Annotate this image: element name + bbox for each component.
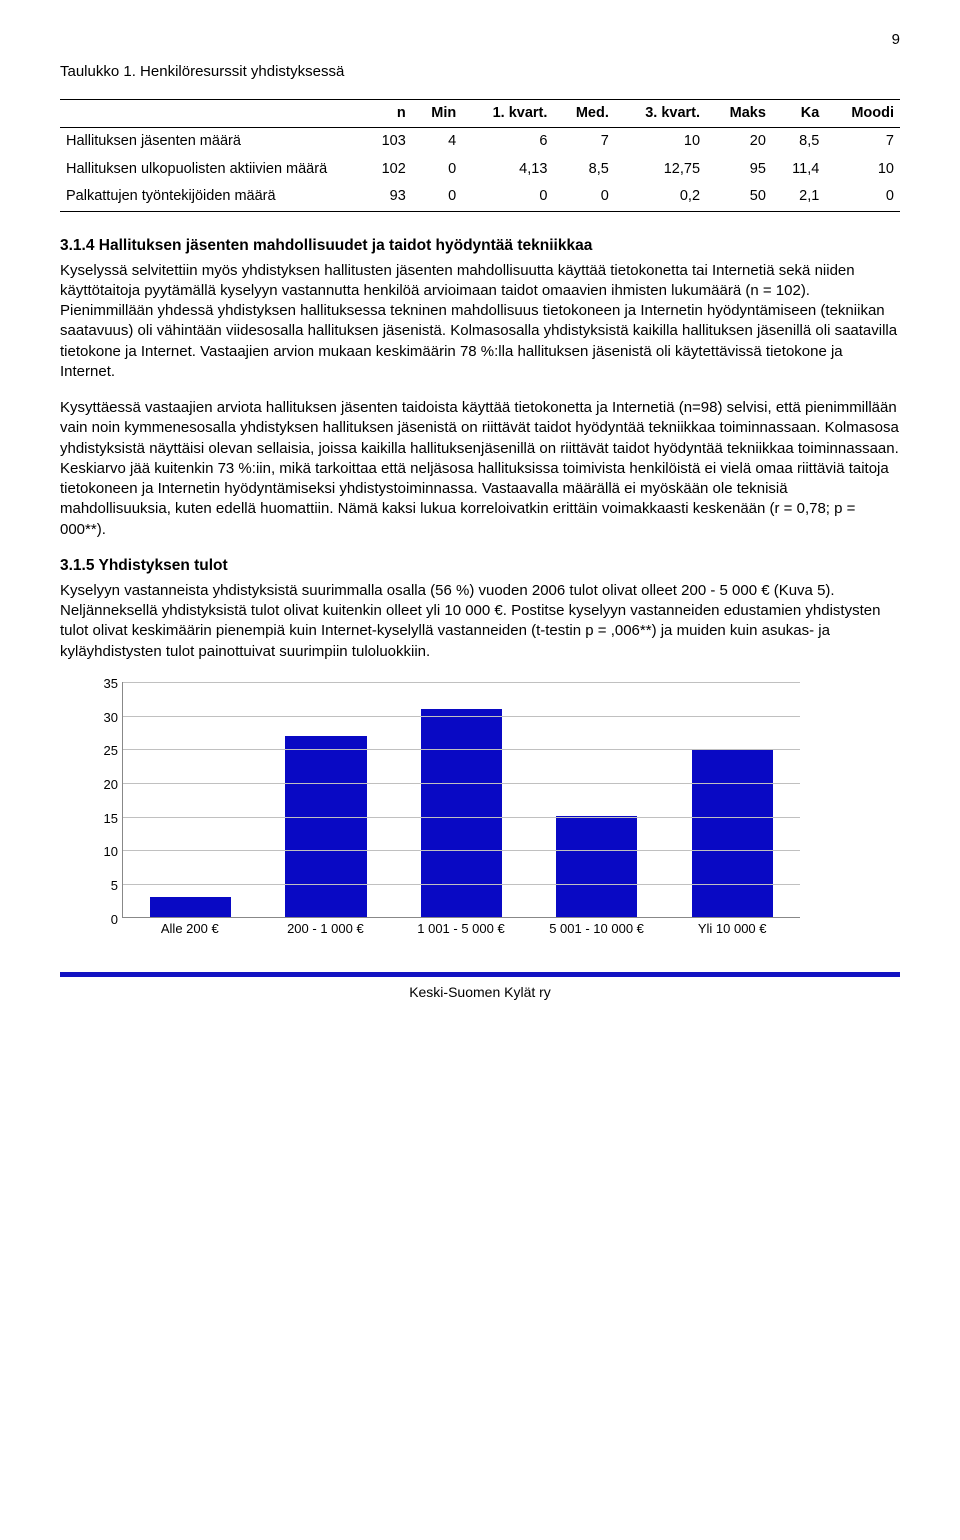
data-table: nMin1. kvart.Med.3. kvart.MaksKaMoodi Ha…: [60, 99, 900, 212]
table-cell: 0: [462, 183, 553, 211]
table-cell: 0: [825, 183, 900, 211]
table-cell: 7: [825, 128, 900, 156]
table-cell: Palkattujen työntekijöiden määrä: [60, 183, 362, 211]
table-header-cell: Med.: [553, 99, 614, 128]
table-cell: 8,5: [553, 156, 614, 184]
table-cell: 0: [553, 183, 614, 211]
x-tick-label: 1 001 - 5 000 €: [400, 920, 522, 942]
table-row: Hallituksen ulkopuolisten aktiivien määr…: [60, 156, 900, 184]
table-header-cell: Maks: [706, 99, 772, 128]
y-tick-label: 35: [80, 675, 118, 693]
table-cell: Hallituksen jäsenten määrä: [60, 128, 362, 156]
table-header-cell: n: [362, 99, 411, 128]
table-cell: 0: [412, 183, 462, 211]
table-cell: 0: [412, 156, 462, 184]
table-cell: 103: [362, 128, 411, 156]
x-tick-label: 200 - 1 000 €: [264, 920, 386, 942]
bar: [285, 736, 366, 917]
table-cell: Hallituksen ulkopuolisten aktiivien määr…: [60, 156, 362, 184]
x-tick-label: Alle 200 €: [129, 920, 251, 942]
bar: [421, 709, 502, 917]
bar-chart: Alle 200 € 200 - 1 000 € 1 001 - 5 000 € 5 …: [80, 682, 900, 942]
table-header-cell: [60, 99, 362, 128]
bar: [692, 749, 773, 917]
section-heading-315: 3.1.5 Yhdistyksen tulot: [60, 556, 900, 577]
table-cell: 50: [706, 183, 772, 211]
section-heading-314: 3.1.4 Hallituksen jäsenten mahdollisuude…: [60, 236, 900, 257]
footer-rule: [60, 972, 900, 977]
y-tick-label: 10: [80, 843, 118, 861]
y-tick-label: 20: [80, 776, 118, 794]
table-cell: 8,5: [772, 128, 825, 156]
table-header-cell: 3. kvart.: [615, 99, 706, 128]
table-row: Hallituksen jäsenten määrä10346710208,57: [60, 128, 900, 156]
footer-text: Keski-Suomen Kylät ry: [60, 983, 900, 1002]
table-header-cell: Min: [412, 99, 462, 128]
x-tick-label: 5 001 - 10 000 €: [536, 920, 658, 942]
table-cell: 4,13: [462, 156, 553, 184]
y-tick-label: 15: [80, 810, 118, 828]
table-caption: Taulukko 1. Henkilöresurssit yhdistykses…: [60, 62, 900, 82]
table-cell: 11,4: [772, 156, 825, 184]
table-cell: 0,2: [615, 183, 706, 211]
table-cell: 12,75: [615, 156, 706, 184]
bar: [150, 897, 231, 917]
x-tick-label: Yli 10 000 €: [671, 920, 793, 942]
y-tick-label: 25: [80, 742, 118, 760]
table-row: Palkattujen työntekijöiden määrä930000,2…: [60, 183, 900, 211]
table-cell: 4: [412, 128, 462, 156]
y-tick-label: 5: [80, 877, 118, 895]
body-paragraph: Kyselyssä selvitettiin myös yhdistyksen …: [60, 261, 900, 383]
y-tick-label: 30: [80, 709, 118, 727]
table-cell: 6: [462, 128, 553, 156]
table-cell: 95: [706, 156, 772, 184]
bar: [556, 816, 637, 917]
body-paragraph: Kyselyyn vastanneista yhdistyksistä suur…: [60, 581, 900, 662]
table-header-cell: 1. kvart.: [462, 99, 553, 128]
table-cell: 2,1: [772, 183, 825, 211]
y-tick-label: 0: [80, 911, 118, 929]
table-header-cell: Ka: [772, 99, 825, 128]
table-cell: 93: [362, 183, 411, 211]
table-cell: 102: [362, 156, 411, 184]
body-paragraph: Kysyttäessä vastaajien arviota hallituks…: [60, 398, 900, 540]
table-header-cell: Moodi: [825, 99, 900, 128]
table-cell: 10: [615, 128, 706, 156]
page-number: 9: [60, 30, 900, 50]
table-cell: 7: [553, 128, 614, 156]
table-cell: 20: [706, 128, 772, 156]
table-cell: 10: [825, 156, 900, 184]
